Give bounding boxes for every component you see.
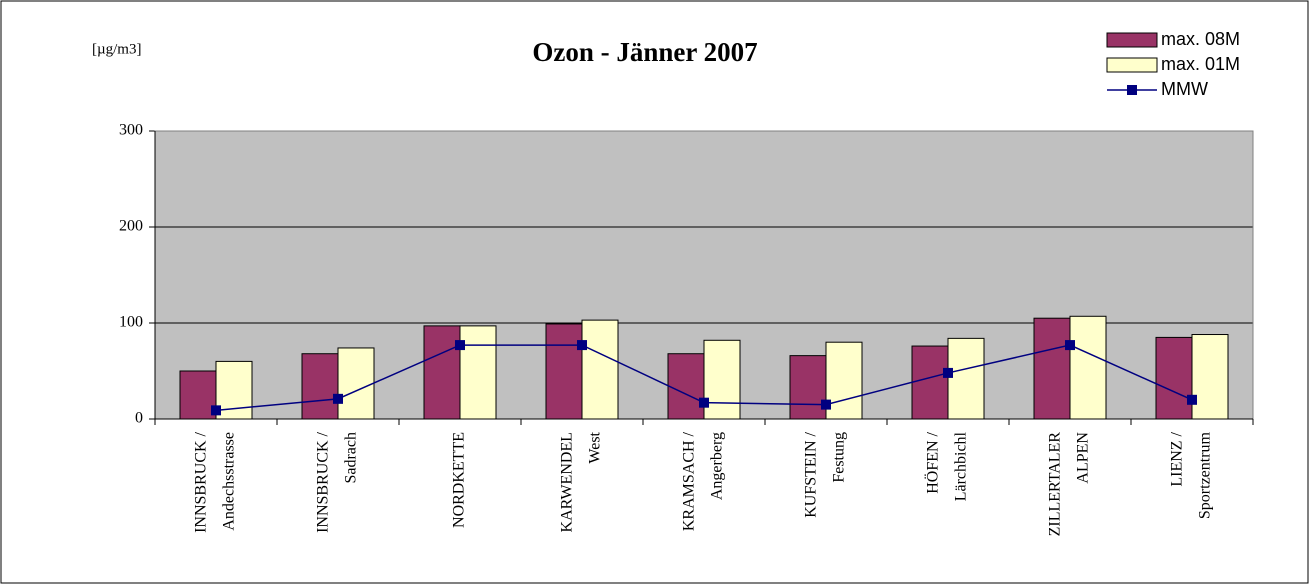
x-tick-label: KRAMSACH /: [681, 431, 698, 531]
bar: [1155, 336, 1193, 420]
bar: [581, 319, 619, 420]
bar: [911, 345, 949, 420]
marker: [455, 340, 465, 351]
x-tick-label: Festung: [831, 432, 848, 483]
bar: [1033, 317, 1071, 420]
bar: [1069, 315, 1107, 420]
legend-swatch: [1106, 32, 1158, 48]
bar: [545, 323, 583, 420]
legend-swatch: [1106, 57, 1158, 73]
y-tick-label: 0: [135, 410, 143, 427]
bar: [423, 325, 461, 420]
x-tick-label: KUFSTEIN /: [803, 431, 820, 517]
bar: [667, 353, 705, 420]
x-tick-label: West: [587, 431, 604, 463]
x-tick-label: INNSBRUCK /: [193, 431, 210, 532]
x-tick-label: HÖFEN /: [924, 431, 942, 493]
marker: [821, 399, 831, 410]
bar: [789, 355, 827, 420]
marker: [577, 340, 587, 351]
x-tick-label: KARWENDEL: [559, 432, 576, 532]
x-tick-label: Andechsstrasse: [221, 432, 238, 531]
x-tick-label: Sportzentrum: [1197, 431, 1214, 519]
legend-label: max. 08M: [1161, 29, 1240, 49]
marker: [943, 367, 953, 378]
legend-marker: [1127, 85, 1137, 95]
bar: [179, 370, 217, 420]
legend-label: MMW: [1161, 79, 1208, 99]
bar: [947, 337, 985, 420]
bar: [337, 347, 375, 420]
bar: [825, 341, 863, 420]
marker: [1187, 394, 1197, 405]
x-tick-label: Lärchbichl: [953, 431, 970, 501]
x-tick-label: NORDKETTE: [451, 432, 468, 528]
x-tick-label: Angerberg: [709, 432, 726, 500]
chart-title: Ozon - Jänner 2007: [532, 37, 757, 67]
bar: [459, 325, 497, 420]
bar: [703, 339, 741, 420]
bar: [301, 353, 339, 420]
y-tick-label: 300: [119, 122, 143, 139]
marker: [1065, 340, 1075, 351]
y-axis-label: [µg/m3]: [92, 41, 141, 57]
y-tick-label: 200: [119, 218, 143, 235]
bar: [1191, 334, 1229, 420]
marker: [699, 397, 709, 408]
legend-label: max. 01M: [1161, 54, 1240, 74]
x-tick-label: Sadrach: [343, 432, 360, 484]
marker: [333, 393, 343, 404]
x-tick-label: ZILLERTALER: [1047, 432, 1064, 537]
y-tick-label: 100: [119, 314, 143, 331]
marker: [211, 405, 221, 416]
x-tick-label: ALPEN: [1075, 432, 1092, 484]
x-tick-label: LIENZ /: [1169, 431, 1186, 486]
x-tick-label: INNSBRUCK /: [315, 431, 332, 532]
